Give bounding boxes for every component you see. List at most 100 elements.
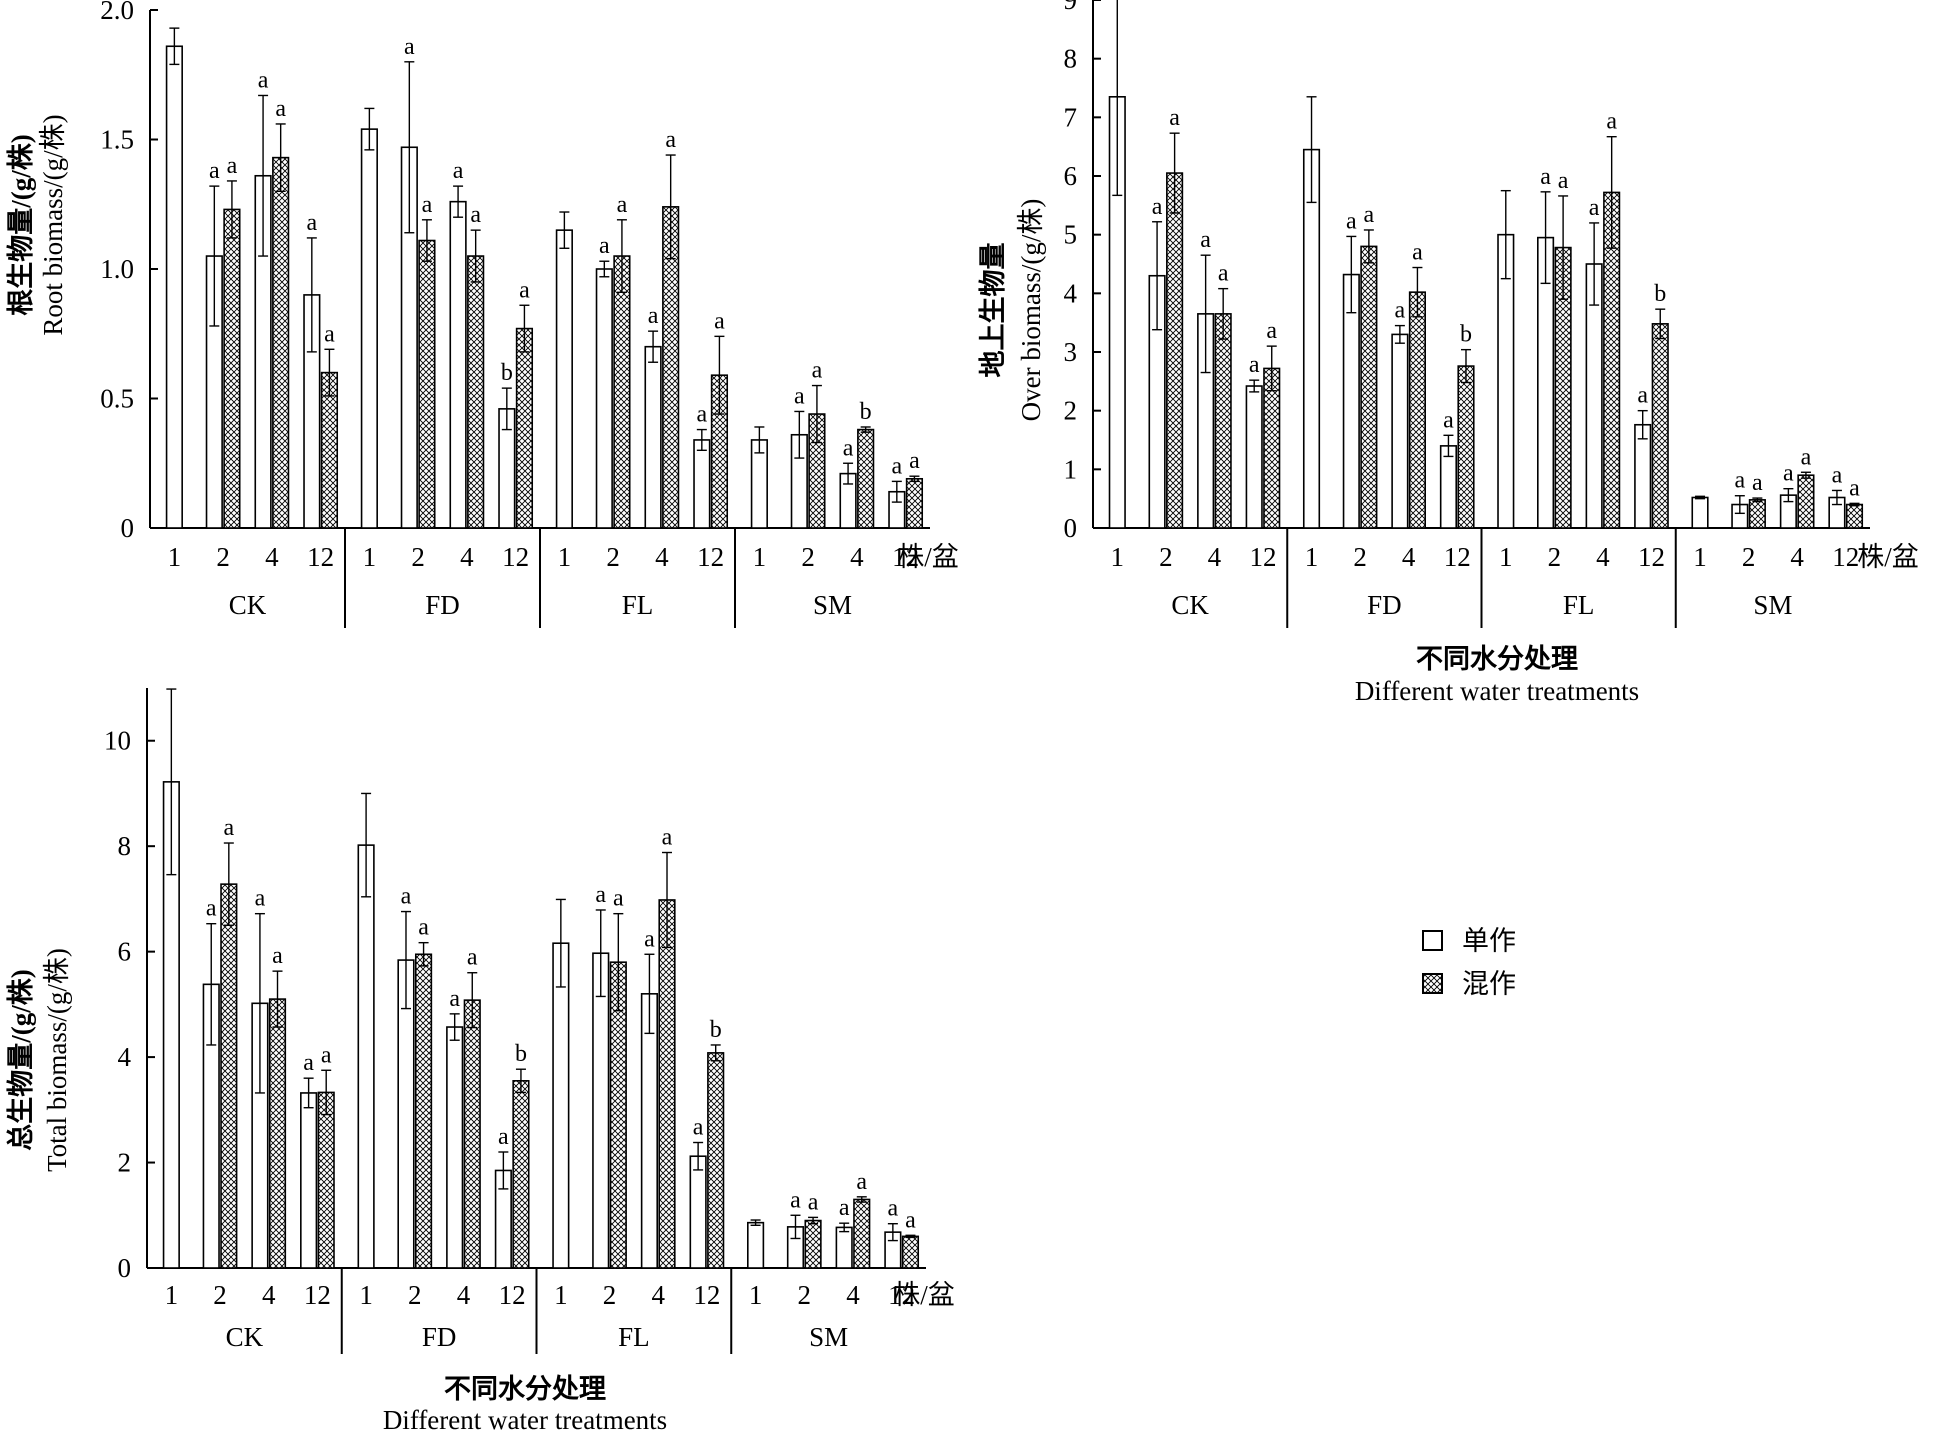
significance-letter: a xyxy=(449,986,460,1012)
density-tick-label: 2 xyxy=(411,542,425,572)
significance-letter: a xyxy=(418,915,429,941)
bar-mixed xyxy=(223,208,241,529)
significance-letter: b xyxy=(860,399,872,425)
density-tick-label: 1 xyxy=(753,542,767,572)
bar-mono xyxy=(1691,496,1709,529)
density-tick-label: 1 xyxy=(554,1280,568,1310)
significance-letter: a xyxy=(1801,444,1812,470)
density-unit-label: 株/盆 xyxy=(1857,542,1919,572)
significance-letter: a xyxy=(272,943,283,969)
group-label-FD: FD xyxy=(1367,590,1402,620)
group-label-SM: SM xyxy=(813,590,852,620)
density-tick-label: 12 xyxy=(1638,542,1665,572)
significance-letter: a xyxy=(1540,164,1551,190)
y-tick-label: 5 xyxy=(1064,220,1078,250)
significance-letter: a xyxy=(1218,261,1229,287)
density-tick-label: 12 xyxy=(888,1280,915,1310)
significance-letter: a xyxy=(209,158,220,184)
significance-letter: a xyxy=(794,383,805,409)
group-label-FL: FL xyxy=(618,1322,650,1352)
significance-letter: a xyxy=(665,127,676,153)
bar-mixed xyxy=(272,156,290,529)
significance-letter: a xyxy=(467,945,478,971)
density-tick-label: 4 xyxy=(651,1280,665,1310)
bar-mixed xyxy=(1457,365,1475,529)
density-tick-label: 1 xyxy=(1499,542,1513,572)
significance-letter: a xyxy=(303,1050,314,1076)
density-tick-label: 1 xyxy=(558,542,572,572)
y-axis-label-en: Over biomass/(g/株) xyxy=(1016,199,1046,422)
bar-mixed xyxy=(853,1198,871,1269)
significance-letter: a xyxy=(1364,202,1375,228)
significance-letter: a xyxy=(1152,194,1163,220)
x-axis-label-cn: 不同水分处理 xyxy=(444,1374,606,1404)
significance-letter: a xyxy=(644,926,655,952)
significance-letter: a xyxy=(1200,227,1211,253)
bar-mixed xyxy=(414,953,433,1269)
y-tick-label: 8 xyxy=(1064,44,1078,74)
group-label-CK: CK xyxy=(1171,590,1209,620)
bar-mixed xyxy=(707,1052,725,1269)
significance-letter: a xyxy=(891,453,902,479)
significance-letter: a xyxy=(306,210,317,236)
significance-letter: a xyxy=(498,1124,509,1150)
bar-mixed xyxy=(613,255,631,529)
density-tick-label: 4 xyxy=(460,542,474,572)
significance-letter: a xyxy=(1734,468,1745,494)
significance-letter: a xyxy=(595,882,606,908)
bar-mixed xyxy=(1797,474,1815,529)
bar-mixed xyxy=(804,1219,822,1269)
significance-letter: a xyxy=(321,1042,332,1068)
y-tick-label: 10 xyxy=(104,726,131,756)
bar-mixed xyxy=(1408,291,1426,529)
bar-mono xyxy=(300,1092,318,1269)
y-tick-label: 4 xyxy=(1064,278,1078,308)
bar-mixed xyxy=(463,999,481,1269)
significance-letter: a xyxy=(453,158,464,184)
significance-letter: a xyxy=(693,1115,704,1141)
y-tick-label: 0.5 xyxy=(100,384,134,414)
bar-mono xyxy=(446,1026,464,1269)
significance-letter: a xyxy=(1558,168,1569,194)
significance-letter: a xyxy=(1637,383,1648,409)
significance-letter: a xyxy=(1849,475,1860,501)
density-tick-label: 2 xyxy=(1353,542,1367,572)
density-tick-label: 1 xyxy=(1693,542,1707,572)
group-label-SM: SM xyxy=(1753,590,1792,620)
significance-letter: a xyxy=(790,1187,801,1213)
significance-letter: a xyxy=(714,308,725,334)
y-tick-label: 4 xyxy=(118,1042,132,1072)
y-tick-label: 6 xyxy=(118,937,132,967)
y-tick-label: 2 xyxy=(118,1148,132,1178)
y-tick-label: 6 xyxy=(1064,161,1078,191)
density-tick-label: 12 xyxy=(1832,542,1859,572)
density-tick-label: 4 xyxy=(265,542,279,572)
significance-letter: a xyxy=(1443,407,1454,433)
significance-letter: a xyxy=(617,192,628,218)
significance-letter: b xyxy=(1460,322,1472,348)
bar-mixed xyxy=(901,1235,920,1269)
density-tick-label: 4 xyxy=(655,542,669,572)
y-axis-label-en: Total biomass/(g/株) xyxy=(42,948,72,1172)
y-axis-label-cn: 根生物量/(g/株) xyxy=(6,134,36,316)
bar-mono xyxy=(1391,333,1409,529)
significance-letter: a xyxy=(909,448,920,474)
significance-letter: a xyxy=(223,815,234,841)
density-tick-label: 12 xyxy=(307,542,334,572)
density-tick-label: 12 xyxy=(892,542,919,572)
y-tick-label: 1 xyxy=(1064,454,1078,484)
legend-swatch-mixed xyxy=(1422,973,1443,994)
significance-letter: a xyxy=(1589,195,1600,221)
bar-mono xyxy=(640,993,659,1269)
significance-letter: a xyxy=(422,192,433,218)
density-tick-label: 4 xyxy=(1208,542,1222,572)
y-tick-label: 2 xyxy=(1064,396,1078,426)
density-tick-label: 2 xyxy=(603,1280,617,1310)
group-label-CK: CK xyxy=(229,590,267,620)
density-tick-label: 1 xyxy=(165,1280,179,1310)
significance-letter: a xyxy=(888,1196,899,1222)
legend-swatch-mono xyxy=(1422,930,1443,951)
bar-mixed xyxy=(418,239,436,529)
